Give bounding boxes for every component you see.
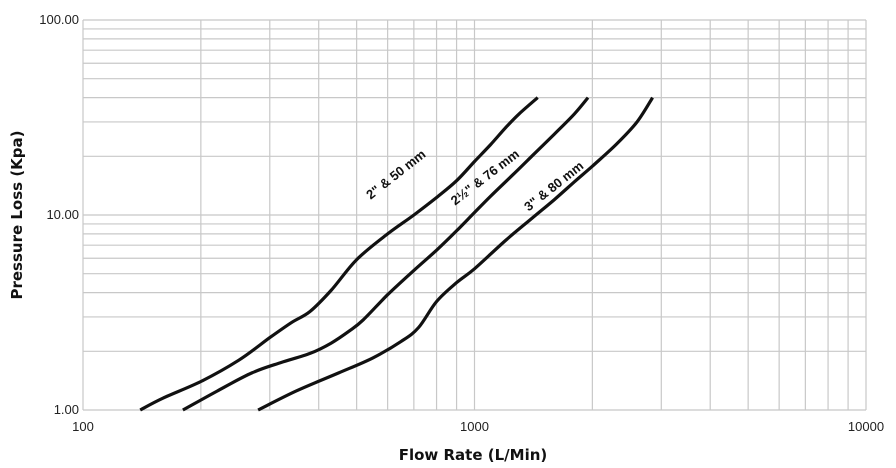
grid [82,19,867,411]
y-tick-label: 100.00 [39,12,79,27]
tick-labels: 100 1000 10000 1.00 10.00 100.00 [39,12,884,434]
series-line-1 [139,96,539,412]
y-tick-label: 1.00 [54,402,79,417]
x-tick-label: 1000 [460,419,489,434]
y-axis-title: Pressure Loss (Kpa) [8,130,26,299]
series-lines [139,96,654,412]
series-line-2 [182,96,590,412]
x-axis-title: Flow Rate (L/Min) [399,446,548,464]
series-label-3: 3" & 80 mm [521,158,586,214]
series-line-3 [257,96,654,412]
x-tick-label: 100 [72,419,94,434]
series-label-1: 2" & 50 mm [363,146,428,202]
x-tick-label: 10000 [848,419,884,434]
y-tick-label: 10.00 [46,207,79,222]
